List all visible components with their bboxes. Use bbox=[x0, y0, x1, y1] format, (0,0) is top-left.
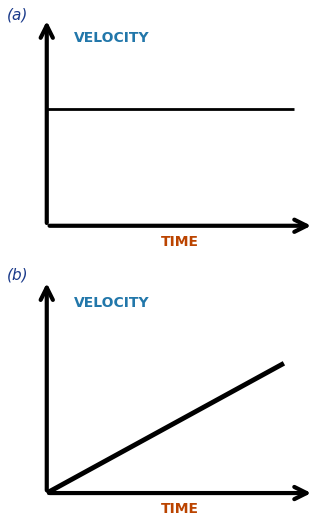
Text: TIME: TIME bbox=[161, 502, 199, 516]
Text: VELOCITY: VELOCITY bbox=[73, 296, 149, 310]
Text: TIME: TIME bbox=[161, 235, 199, 249]
Text: (b): (b) bbox=[7, 267, 28, 282]
Text: VELOCITY: VELOCITY bbox=[73, 31, 149, 45]
Text: (a): (a) bbox=[7, 8, 28, 23]
